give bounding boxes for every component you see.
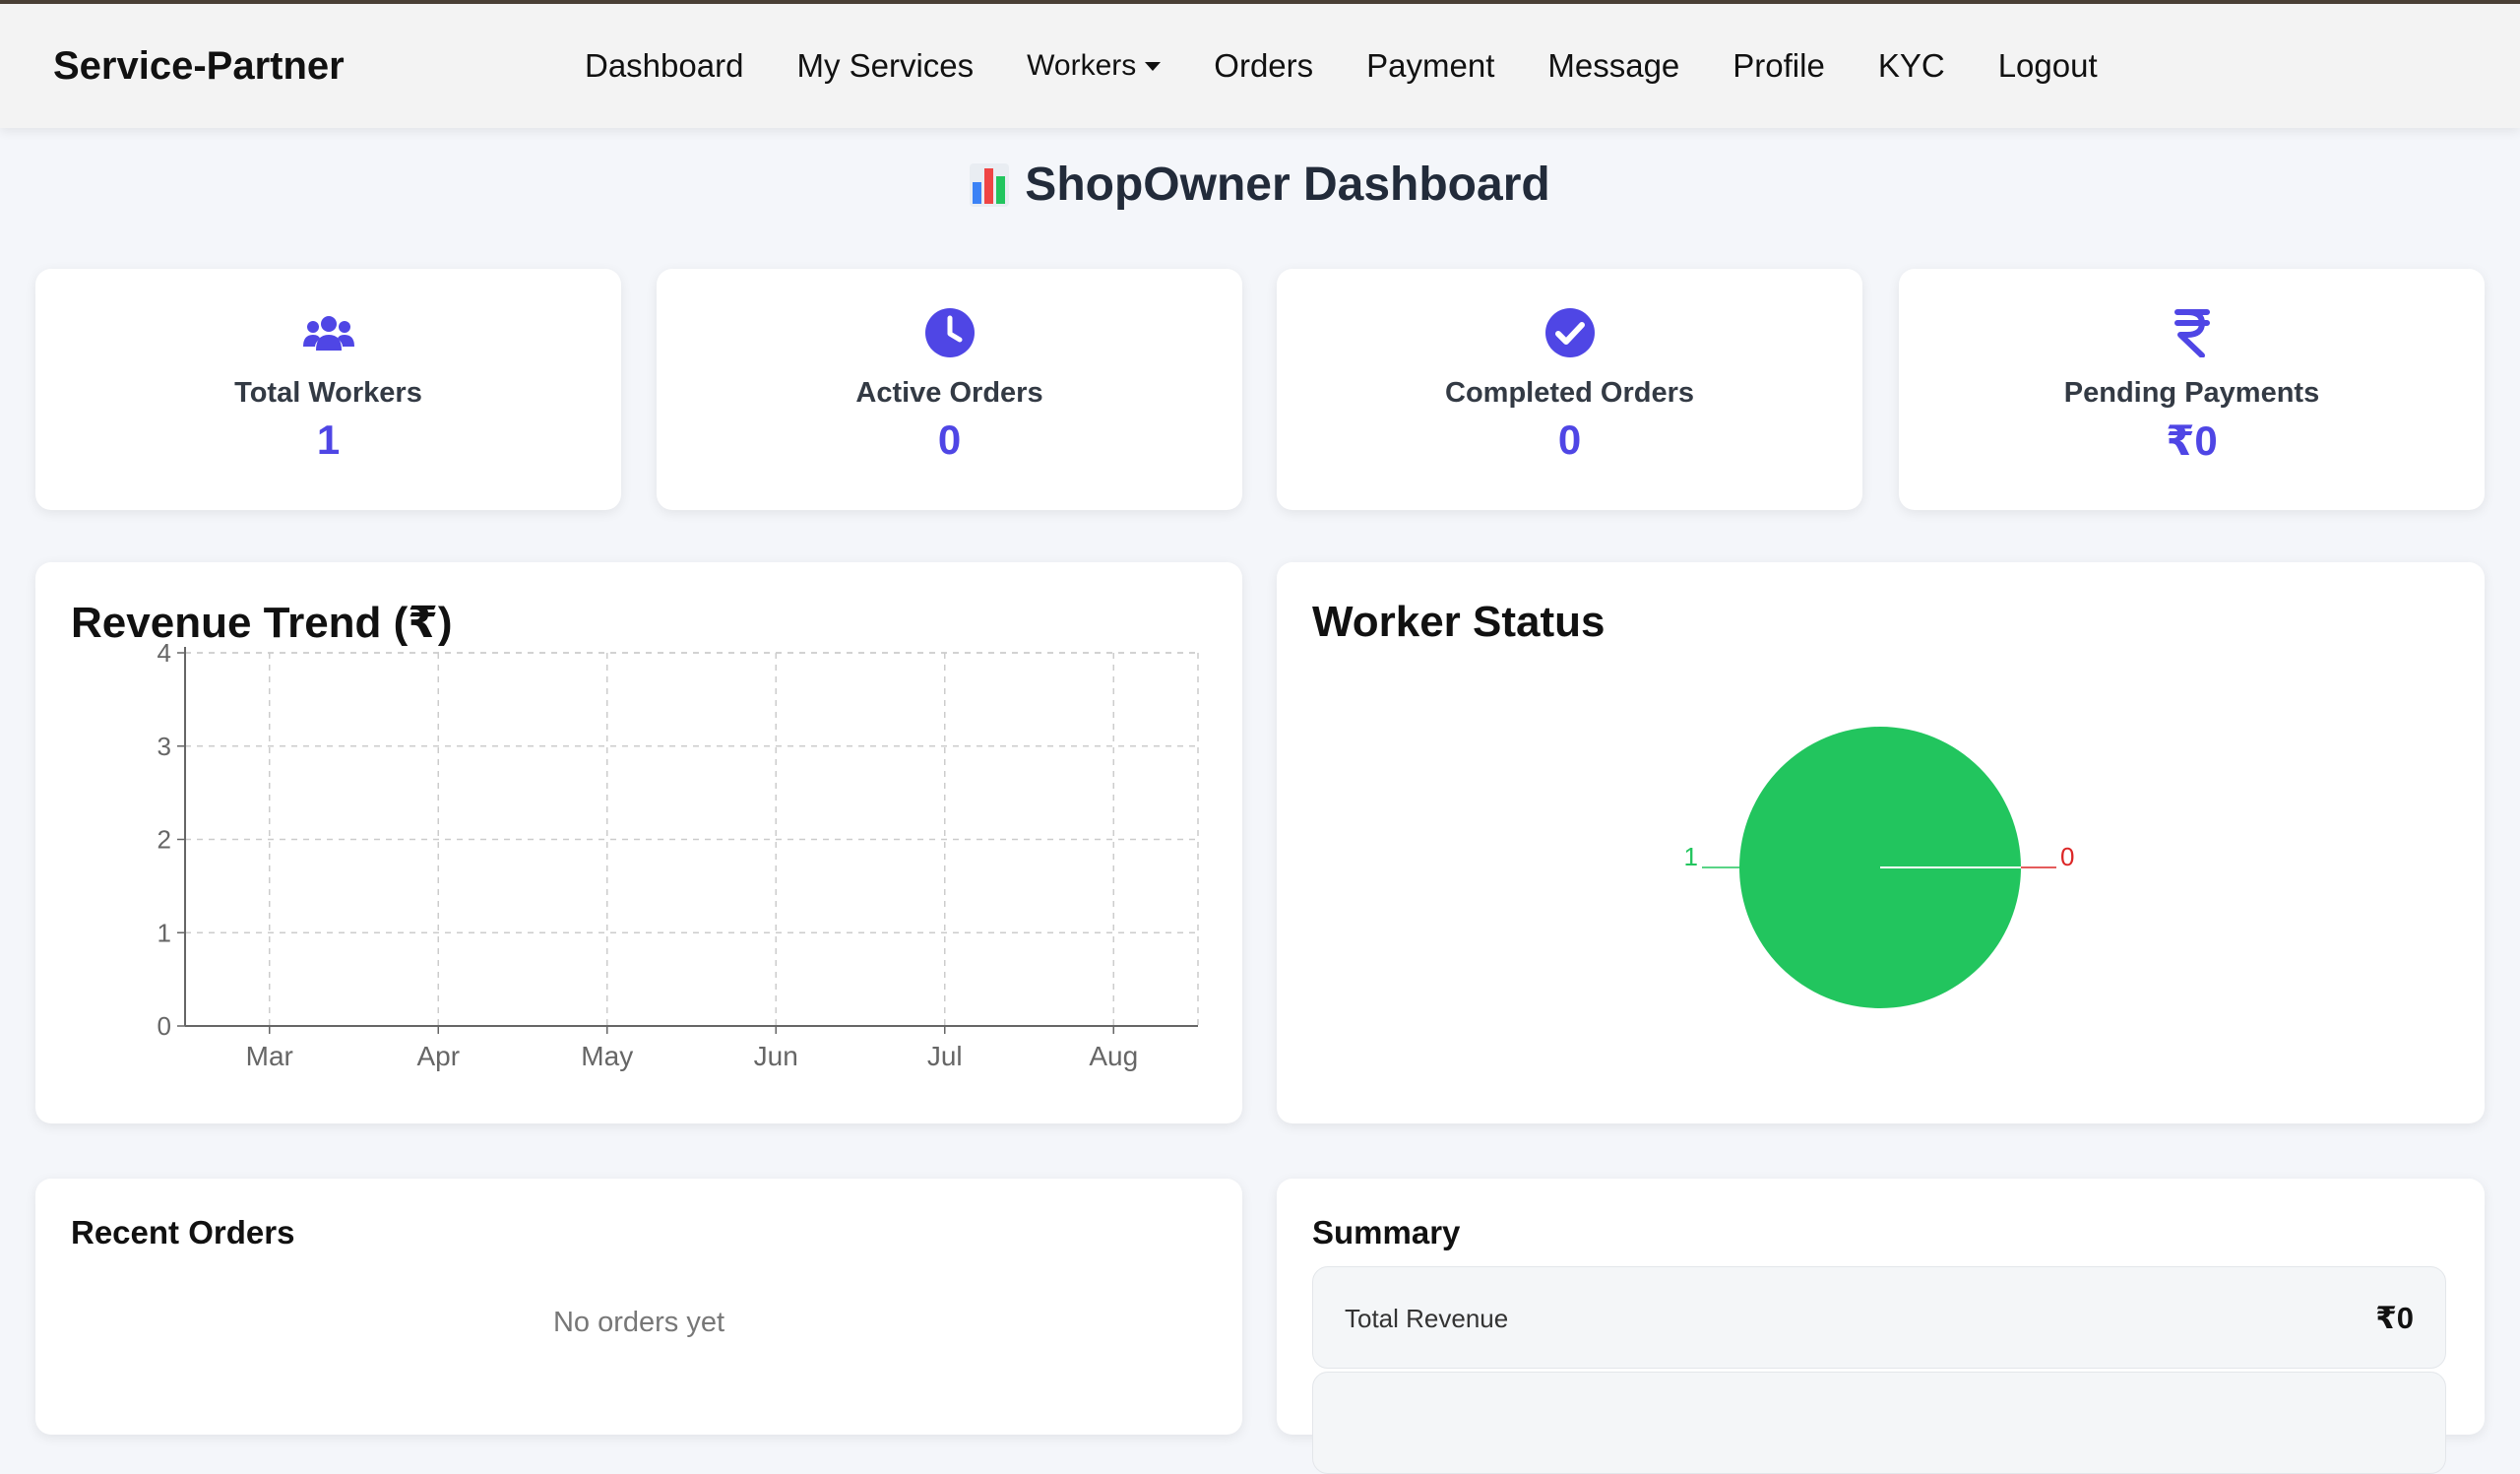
caret-down-icon [1145, 61, 1162, 71]
stat-card-completed-orders: Completed Orders 0 [1277, 269, 1862, 510]
nav-message[interactable]: Message [1547, 47, 1680, 84]
stat-label: Total Workers [234, 377, 422, 409]
check-circle-icon [1277, 306, 1862, 359]
rupee-icon [1899, 306, 2485, 359]
y-tick-label: 4 [158, 638, 171, 668]
summary-value: ₹0 [2375, 1301, 2414, 1335]
pie-label: 0 [2060, 842, 2074, 871]
x-tick-label: Jun [754, 1041, 798, 1071]
stat-card-active-orders: Active Orders 0 [657, 269, 1242, 510]
x-tick-label: Jul [927, 1041, 963, 1071]
revenue-line-chart: 0 1 2 3 4 Mar Apr May Jun Jul Aug [158, 638, 1199, 1071]
summary-row-total-revenue: Total Revenue ₹0 [1312, 1266, 2446, 1369]
page-title: ShopOwner Dashboard [1025, 159, 1550, 211]
nav-dashboard[interactable]: Dashboard [585, 47, 744, 84]
nav-my-services[interactable]: My Services [796, 47, 975, 84]
pie-label: 1 [1684, 842, 1698, 871]
y-tick-label: 3 [158, 732, 171, 761]
stat-value: 1 [316, 417, 341, 463]
nav-orders[interactable]: Orders [1214, 47, 1314, 84]
nav-workers-label: Workers [1027, 49, 1137, 82]
stat-value: 0 [937, 417, 962, 463]
x-tick-label: May [581, 1041, 633, 1071]
stat-label: Pending Payments [2063, 377, 2320, 409]
x-tick-label: Mar [246, 1041, 293, 1071]
navbar: Service-Partner Dashboard My Services Wo… [0, 4, 2520, 128]
revenue-chart-title: Revenue Trend (₹) [71, 599, 453, 647]
worker-status-title: Worker Status [1312, 598, 1606, 646]
clock-icon [657, 306, 1242, 359]
nav-workers-dropdown[interactable]: Workers [1027, 49, 1162, 83]
brand-logo[interactable]: Service-Partner [53, 44, 345, 88]
summary-title: Summary [1312, 1214, 1461, 1250]
revenue-chart-card: Revenue Trend (₹) 0 1 2 3 4 Mar Apr May Jun Jul Au… [35, 562, 1242, 1123]
page-title-row: ShopOwner Dashboard [0, 158, 2520, 212]
stat-value: 0 [1557, 417, 1582, 463]
stat-card-total-workers: Total Workers 1 [35, 269, 621, 510]
nav-logout[interactable]: Logout [1997, 47, 2098, 84]
y-tick-label: 1 [158, 918, 171, 947]
stat-value: ₹0 [2166, 417, 2218, 464]
nav-kyc[interactable]: KYC [1877, 47, 1945, 84]
summary-row-partial [1312, 1372, 2446, 1474]
summary-card: Summary Total Revenue ₹0 [1277, 1179, 2485, 1474]
users-icon [35, 306, 621, 359]
x-tick-label: Aug [1089, 1041, 1138, 1071]
recent-orders-card: Recent Orders No orders yet [35, 1179, 1242, 1435]
bar-chart-icon [970, 162, 1010, 207]
x-tick-label: Apr [416, 1041, 460, 1071]
empty-orders-message: No orders yet [552, 1307, 725, 1338]
y-tick-label: 2 [158, 825, 171, 855]
nav-profile[interactable]: Profile [1732, 47, 1825, 84]
nav-payment[interactable]: Payment [1366, 47, 1495, 84]
recent-orders-title: Recent Orders [71, 1214, 295, 1250]
summary-label: Total Revenue [1345, 1304, 1509, 1333]
stat-label: Active Orders [855, 377, 1043, 409]
stat-card-pending-payments: Pending Payments ₹0 [1899, 269, 2485, 510]
stat-label: Completed Orders [1445, 377, 1694, 409]
top-border [0, 0, 2520, 4]
y-tick-label: 0 [158, 1011, 171, 1041]
nav-menu: Dashboard My Services Workers Orders Pay… [585, 4, 2151, 128]
